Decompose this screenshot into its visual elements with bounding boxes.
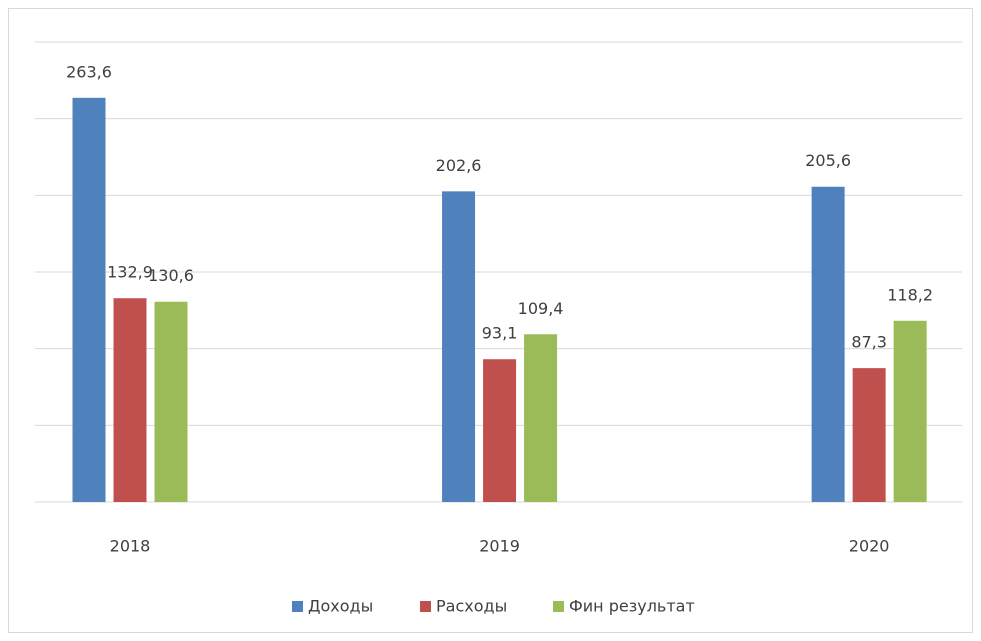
data-label: 205,6 <box>805 151 851 170</box>
data-label: 132,9 <box>107 263 153 282</box>
data-label: 109,4 <box>518 299 564 318</box>
data-label: 202,6 <box>436 156 482 175</box>
bar <box>811 186 845 502</box>
legend-label: Расходы <box>436 597 507 616</box>
x-tick-label: 2018 <box>110 537 151 556</box>
x-tick-label: 2019 <box>479 537 520 556</box>
bar <box>483 359 517 502</box>
bar <box>72 97 106 503</box>
legend-label: Фин результат <box>569 597 695 616</box>
data-label: 130,6 <box>148 266 194 285</box>
bar <box>893 320 927 502</box>
legend-swatch <box>292 601 303 612</box>
bar <box>154 301 188 502</box>
bar <box>524 334 558 502</box>
data-label: 87,3 <box>851 333 887 352</box>
bar <box>852 368 886 502</box>
data-label: 263,6 <box>66 62 112 81</box>
data-label: 118,2 <box>887 285 933 304</box>
legend-swatch <box>420 601 431 612</box>
legend-label: Доходы <box>308 597 373 616</box>
legend-swatch <box>553 601 564 612</box>
data-label: 93,1 <box>482 324 518 343</box>
x-tick-label: 2020 <box>849 537 890 556</box>
bar <box>442 191 476 502</box>
bar <box>113 298 147 502</box>
